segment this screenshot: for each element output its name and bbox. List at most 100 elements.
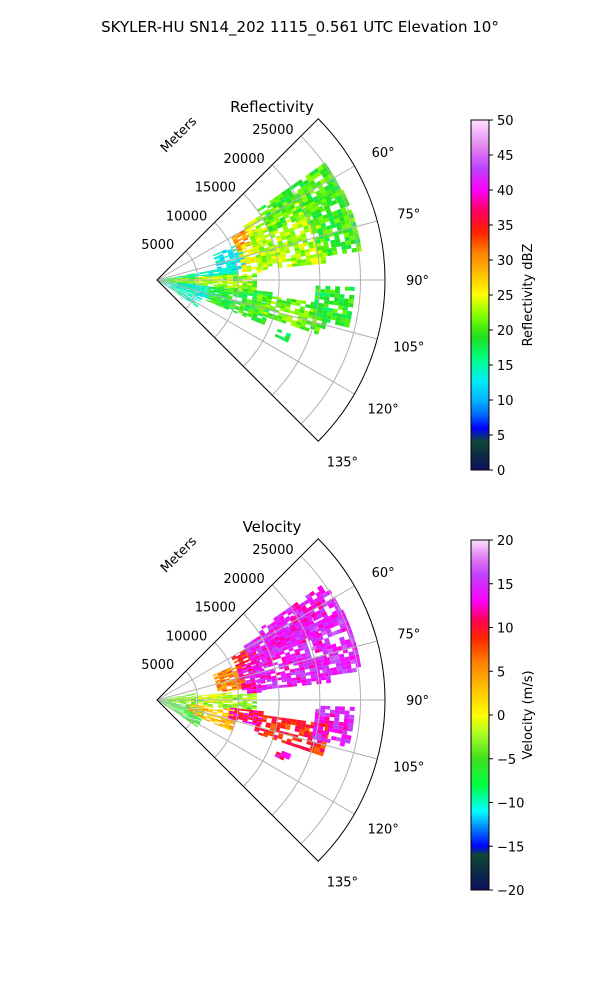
echo-cell	[181, 275, 187, 277]
echo-cell	[285, 723, 291, 728]
echo-cell	[208, 282, 214, 285]
echo-cell	[212, 281, 218, 283]
echo-cell	[246, 286, 252, 290]
radial-axis-label: Meters	[158, 114, 200, 156]
echo-cell	[242, 292, 249, 296]
echo-cell	[274, 753, 281, 759]
echo-cell	[304, 648, 310, 653]
echo-cell	[290, 233, 296, 238]
echo-cell	[295, 321, 302, 326]
echo-cell	[185, 298, 190, 302]
echo-cell	[319, 712, 326, 717]
echo-cell	[327, 648, 334, 654]
echo-cell	[316, 193, 324, 200]
echo-cell	[290, 607, 297, 614]
echo-cell	[183, 711, 189, 715]
echo-cell	[335, 221, 342, 228]
echo-cell	[188, 281, 194, 283]
echo-cell	[346, 642, 352, 649]
echo-cell	[291, 319, 297, 325]
echo-cell	[241, 684, 247, 687]
echo-cell	[321, 601, 328, 608]
echo-cell	[286, 610, 293, 616]
echo-cell	[346, 222, 352, 229]
echo-cell	[301, 236, 308, 241]
echo-cell	[324, 205, 331, 211]
echo-cell	[201, 285, 207, 288]
wedge-outline	[156, 118, 386, 442]
echo-cell	[226, 667, 232, 671]
echo-cell	[203, 707, 209, 710]
echo-cell	[227, 705, 233, 708]
echo-cell	[224, 303, 231, 307]
echo-cell	[176, 276, 182, 278]
echo-cell	[177, 283, 182, 285]
echo-cell	[280, 253, 286, 258]
echo-cell	[236, 654, 242, 659]
echo-cell	[234, 307, 240, 311]
echo-cell	[261, 297, 268, 301]
echo-cell	[312, 615, 319, 622]
echo-cell	[222, 701, 228, 703]
echo-cell	[228, 715, 234, 718]
echo-cell	[339, 321, 346, 327]
echo-cell	[254, 235, 261, 240]
echo-region-3	[197, 692, 232, 704]
echo-cell	[199, 292, 205, 296]
echo-cell	[261, 257, 267, 261]
echo-cell	[178, 698, 184, 699]
echo-cell	[299, 202, 306, 208]
echo-cell	[208, 291, 214, 294]
echo-cell	[322, 310, 328, 315]
echo-cell	[272, 623, 278, 629]
echo-cell	[179, 708, 185, 711]
echo-cell	[296, 262, 303, 267]
echo-cell	[337, 729, 343, 734]
echo-cell	[231, 688, 237, 691]
echo-cell	[251, 688, 257, 692]
echo-cell	[196, 718, 202, 722]
echo-cell	[283, 337, 289, 343]
echo-cell	[166, 703, 171, 706]
echo-cell	[281, 256, 287, 260]
echo-cell	[220, 302, 226, 306]
echo-cell	[224, 305, 230, 309]
echo-cell	[173, 701, 179, 703]
echo-cell	[281, 676, 287, 680]
echo-cell	[239, 229, 245, 235]
echo-cell	[310, 630, 317, 637]
echo-cell	[257, 260, 263, 264]
echo-cell	[212, 276, 218, 278]
echo-cell	[323, 165, 330, 173]
echo-cell	[255, 674, 262, 678]
echo-cell	[247, 691, 253, 694]
echo-cell	[260, 318, 267, 323]
echo-cell	[292, 209, 299, 216]
echo-cell	[165, 705, 170, 709]
echo-cell	[231, 656, 238, 661]
echo-cell	[176, 703, 181, 706]
echo-cell	[322, 201, 329, 207]
echo-cell	[190, 694, 196, 696]
echo-cell	[301, 262, 307, 266]
echo-cell	[307, 204, 314, 210]
echo-cell	[217, 671, 223, 675]
echo-cell	[323, 299, 330, 305]
echo-cell	[198, 272, 204, 275]
echo-cell	[319, 295, 325, 300]
echo-cell	[309, 170, 316, 177]
echo-cell	[285, 303, 291, 308]
echo-cell	[214, 257, 220, 260]
echo-cell	[330, 659, 336, 665]
echo-cell	[325, 179, 333, 186]
echo-cell	[198, 703, 204, 705]
echo-cell	[266, 213, 273, 219]
echo-cell	[296, 220, 303, 226]
echo-cell	[171, 702, 177, 704]
echo-cell	[247, 281, 253, 284]
echo-cell	[161, 701, 167, 704]
echo-cell	[222, 250, 228, 254]
echo-cell	[299, 213, 306, 219]
echo-cell	[240, 679, 246, 683]
echo-cell	[290, 637, 297, 643]
